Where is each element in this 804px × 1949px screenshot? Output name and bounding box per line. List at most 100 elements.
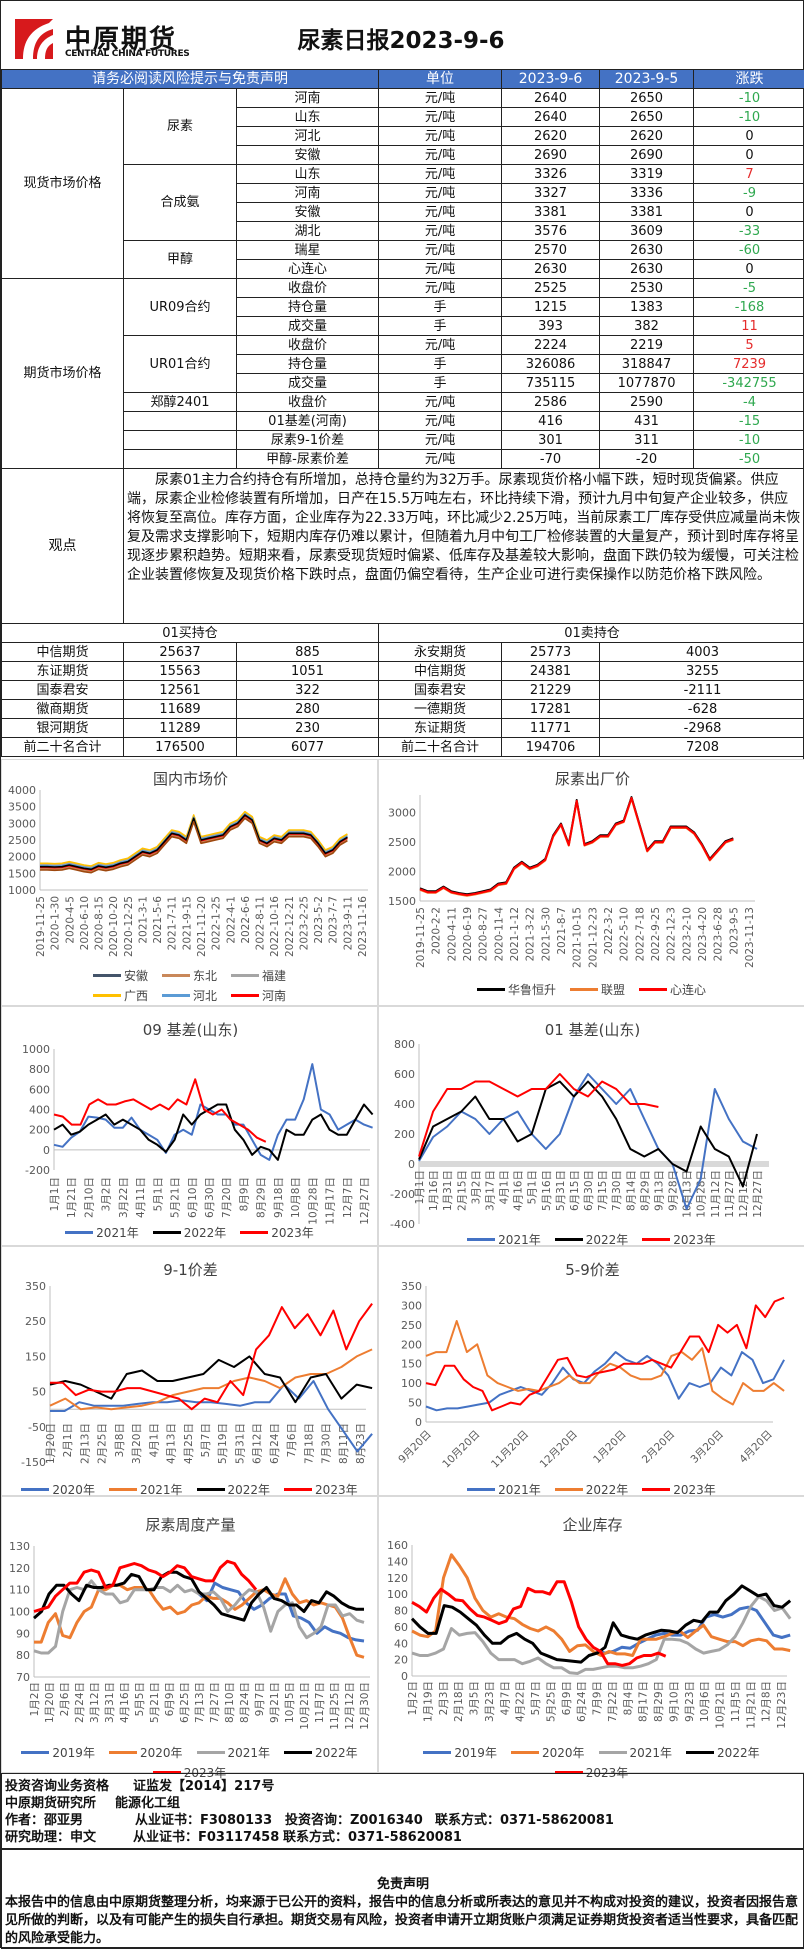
- date-today-header: 2023-9-6: [502, 70, 600, 89]
- legend-item: 联盟: [570, 979, 625, 999]
- y-tick-label: 150: [25, 1350, 46, 1363]
- legend-label: 河南: [262, 987, 286, 1004]
- sell-change: 7208: [600, 738, 804, 757]
- x-tick-label: 2月10日: [83, 1177, 95, 1218]
- today-value: 3576: [502, 222, 600, 241]
- x-tick-label: 1月20日: [44, 1682, 56, 1723]
- x-tick-label: 2019-11-25: [35, 896, 47, 957]
- disclaimer-title: 免责声明: [5, 1876, 801, 1894]
- buy-volume: 11689: [124, 700, 237, 719]
- author-contact: 联系方式：0371-58620081: [435, 1812, 614, 1829]
- company-logo-icon: [15, 19, 53, 59]
- legend-label: 2022年: [586, 1481, 629, 1498]
- x-tick-label: 8月10日: [224, 1682, 236, 1723]
- y-tick-label: 120: [9, 1562, 30, 1575]
- prev-value: 3336: [600, 184, 694, 203]
- y-tick-label: 800: [29, 1063, 50, 1076]
- prev-value: 311: [600, 431, 694, 450]
- legend-swatch-icon: [686, 1751, 714, 1754]
- legend-item: 心连心: [639, 979, 706, 999]
- sell-volume: 17281: [502, 700, 600, 719]
- x-tick-label: 10月13日: [682, 1170, 694, 1218]
- logo-english-name: CENTRAL CHINA FUTURES: [65, 49, 189, 59]
- x-tick-label: 12月27日: [359, 1177, 371, 1225]
- x-tick-label: 4月13日: [166, 1423, 178, 1464]
- risk-notice-link[interactable]: 请务必阅读风险提示与免责声明: [2, 70, 379, 89]
- legend-swatch-icon: [162, 994, 190, 997]
- legend-label: 2019年: [454, 1744, 497, 1761]
- x-tick-label: 2023-11-13: [744, 907, 756, 968]
- change-value: 0: [694, 260, 804, 279]
- x-tick-label: 9月13日: [653, 1170, 665, 1211]
- y-tick-label: 600: [394, 1068, 415, 1081]
- y-tick-label: 100: [387, 1588, 408, 1601]
- y-tick-label: 1000: [22, 1043, 50, 1056]
- series-line: [420, 798, 733, 895]
- group-label: UR01合约: [124, 336, 237, 393]
- unit-cell: 元/吨: [379, 222, 502, 241]
- legend-label: 2023年: [271, 1224, 314, 1241]
- x-tick-label: 9月21日: [269, 1682, 281, 1723]
- change-value: -60: [694, 241, 804, 260]
- group-label: [124, 450, 237, 469]
- prev-value: 2630: [600, 260, 694, 279]
- x-tick-label: 2023-4-20: [697, 907, 709, 961]
- x-tick-label: 3月5日: [469, 1681, 481, 1715]
- legend-swatch-icon: [153, 1231, 181, 1234]
- y-tick-label: 110: [9, 1584, 30, 1597]
- y-tick-label: 250: [401, 1319, 422, 1332]
- legend-swatch-icon: [284, 1488, 312, 1491]
- prev-value: 2650: [600, 108, 694, 127]
- view-section: 观点 尿素01主力合约持仓有所增加，总持仓量约为32万手。尿素现货价格小幅下跌，…: [1, 468, 804, 624]
- x-tick-label: 2月20日: [640, 1428, 678, 1466]
- x-tick-label: 2022-10-16: [269, 896, 281, 957]
- sell-broker: 一德期货: [379, 700, 502, 719]
- unit-cell: 元/吨: [379, 431, 502, 450]
- legend-item: 2022年: [153, 1222, 227, 1242]
- x-tick-label: 2021-12-23: [587, 907, 599, 968]
- legend-item: 福建: [231, 965, 286, 985]
- x-tick-label: 2022-4-1: [225, 896, 237, 944]
- y-tick-label: 90: [16, 1627, 30, 1640]
- item-label: 山东: [237, 165, 379, 184]
- x-tick-label: 5月7日: [200, 1423, 212, 1457]
- group-label: [124, 412, 237, 431]
- x-tick-label: 2月24日: [74, 1682, 86, 1723]
- change-value: 5: [694, 336, 804, 355]
- x-tick-label: 9月10日: [668, 1681, 680, 1722]
- legend-item: 2021年: [599, 1742, 673, 1762]
- y-tick-label: 2000: [8, 851, 36, 864]
- y-tick-label: 100: [9, 1606, 30, 1619]
- x-tick-label: 2021-5-30: [540, 907, 552, 961]
- prev-value: 382: [600, 317, 694, 336]
- y-tick-label: 130: [9, 1540, 30, 1553]
- x-tick-label: 11月20日: [489, 1428, 531, 1470]
- legend-item: 2020年: [511, 1742, 585, 1762]
- item-label: 持仓量: [237, 355, 379, 374]
- today-value: 2640: [502, 108, 600, 127]
- x-tick-label: 9月28日: [668, 1170, 680, 1211]
- x-tick-label: 11月21日: [745, 1681, 757, 1729]
- today-value: -70: [502, 450, 600, 469]
- x-tick-label: 5月31日: [234, 1423, 246, 1464]
- y-tick-label: 140: [387, 1555, 408, 1568]
- y-tick-label: -200: [25, 1164, 50, 1177]
- legend-swatch-icon: [231, 994, 259, 997]
- chart-title: 尿素出厂价: [555, 770, 630, 788]
- x-tick-label: 2022-7-18: [634, 907, 646, 961]
- series-line: [54, 1064, 373, 1160]
- item-label: 瑞星: [237, 241, 379, 260]
- y-tick-label: 200: [401, 1338, 422, 1351]
- x-tick-label: 2021-10-15: [572, 907, 584, 968]
- x-tick-label: 2021-5-6: [152, 896, 164, 944]
- y-tick-label: 250: [25, 1315, 46, 1328]
- assistant-name: 研究助理：申文: [5, 1829, 133, 1846]
- legend-label: 福建: [262, 967, 286, 984]
- x-tick-label: 8月24日: [239, 1682, 251, 1723]
- y-tick-label: 300: [401, 1299, 422, 1312]
